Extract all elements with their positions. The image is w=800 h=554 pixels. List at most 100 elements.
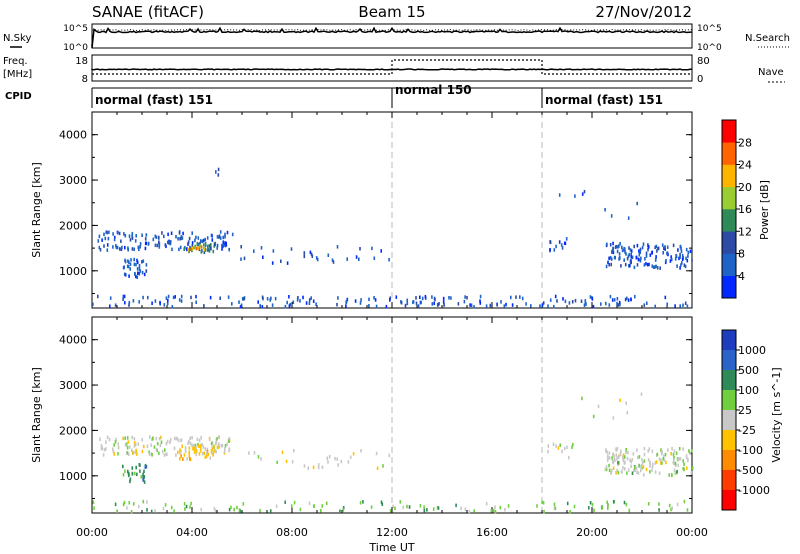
data-point: [682, 303, 684, 307]
freq-label-2: [MHz]: [3, 69, 32, 80]
power-panel: Slant Range [km] 1000 2000 3000 4000: [30, 111, 693, 309]
data-point: [619, 452, 622, 457]
data-point: [674, 257, 677, 261]
data-point: [658, 502, 660, 506]
data-point: [122, 266, 125, 270]
data-point: [299, 507, 302, 512]
data-point: [213, 244, 215, 248]
data-point: [620, 264, 622, 268]
data-point: [164, 243, 167, 247]
colorbar-swatch: [722, 275, 736, 299]
data-point: [675, 451, 678, 455]
data-point: [213, 449, 215, 454]
data-point: [112, 232, 114, 236]
data-point: [198, 452, 201, 456]
data-point: [339, 509, 341, 513]
data-point: [205, 454, 208, 459]
data-point: [133, 437, 136, 441]
data-point: [129, 238, 132, 242]
data-point: [103, 244, 105, 248]
data-point: [207, 248, 209, 252]
freq-label-1: Freq.: [3, 56, 28, 67]
data-point: [138, 267, 141, 271]
y-tick-label: 2000: [59, 424, 87, 437]
data-point: [276, 460, 278, 465]
data-point: [187, 242, 189, 246]
data-point: [557, 446, 560, 450]
data-point: [611, 298, 614, 302]
data-point: [215, 170, 217, 174]
data-point: [165, 296, 168, 300]
data-point: [243, 256, 246, 261]
data-point: [448, 296, 450, 300]
data-point: [647, 449, 649, 453]
data-point: [610, 257, 613, 261]
nave-tick-bottom: 0: [697, 74, 703, 85]
data-point: [500, 300, 502, 304]
data-point: [566, 445, 568, 449]
data-point: [346, 297, 349, 302]
data-point: [154, 234, 157, 239]
data-point: [149, 435, 151, 439]
data-point: [679, 266, 681, 270]
data-point: [180, 294, 183, 299]
data-point: [261, 295, 264, 299]
data-point: [554, 506, 557, 511]
nave-label: Nave: [758, 67, 784, 78]
data-point: [125, 442, 128, 446]
data-point: [290, 504, 293, 508]
data-point: [610, 214, 613, 218]
data-point: [305, 301, 308, 305]
data-point: [144, 465, 147, 469]
data-point: [629, 458, 631, 462]
data-point: [158, 451, 160, 456]
data-point: [211, 238, 214, 242]
data-point: [103, 232, 105, 237]
data-point: [158, 242, 161, 246]
data-point: [689, 451, 691, 456]
data-point: [637, 471, 640, 475]
data-point: [630, 255, 633, 259]
data-point: [178, 231, 181, 235]
noise-search-line: [91, 28, 693, 32]
colorbar-tick-label: 20: [738, 181, 752, 194]
data-point: [210, 247, 212, 251]
data-point: [561, 449, 563, 454]
x-tick-label: 08:00: [276, 526, 308, 539]
data-point: [658, 457, 661, 461]
data-point: [197, 236, 200, 240]
data-point: [672, 452, 675, 457]
data-point: [630, 252, 632, 257]
data-point: [680, 249, 683, 254]
data-point: [643, 452, 646, 457]
data-point: [233, 507, 235, 512]
data-point: [204, 455, 207, 459]
data-point: [127, 469, 129, 474]
data-point: [374, 298, 377, 302]
data-point: [272, 249, 275, 253]
data-point: [127, 440, 130, 444]
data-point: [291, 460, 294, 464]
data-point: [204, 447, 207, 451]
data-point: [629, 248, 632, 252]
data-point: [280, 259, 282, 263]
data-point: [191, 241, 194, 245]
data-point: [122, 297, 124, 301]
data-point: [123, 232, 125, 236]
data-point: [679, 304, 681, 308]
data-point: [400, 301, 403, 305]
data-point: [636, 201, 638, 206]
data-point: [686, 304, 689, 308]
data-point: [560, 243, 563, 247]
data-point: [626, 411, 629, 415]
data-point: [131, 466, 134, 470]
data-point: [299, 299, 301, 303]
data-point: [114, 235, 116, 240]
data-point: [203, 250, 206, 254]
data-point: [613, 298, 616, 302]
colorbar-tick-label: 12: [738, 225, 752, 238]
freq-panel-frame: [91, 54, 693, 82]
data-point: [131, 472, 134, 476]
data-point: [687, 457, 689, 462]
data-point: [649, 464, 651, 468]
